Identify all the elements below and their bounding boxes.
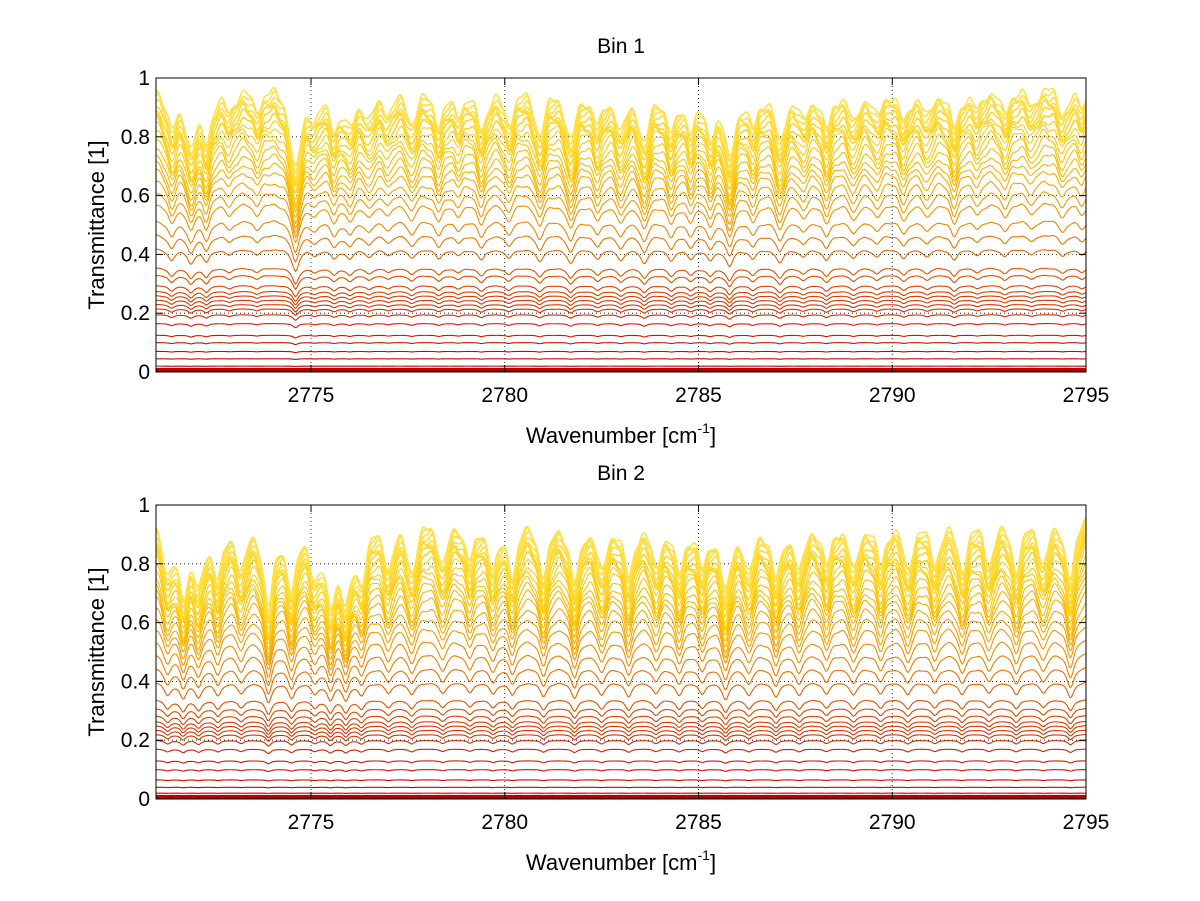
y-tick-label: 0.8 (121, 126, 150, 149)
chart-panel-2: 2775 2780 2785 2790 2795 0 0.2 0.4 0.6 0.8 1 Bin 2 W… (84, 462, 1109, 875)
series-line (155, 519, 1087, 613)
series-line (155, 86, 1087, 168)
series-line (155, 153, 1087, 219)
series-line (155, 715, 1087, 727)
series-line (156, 342, 1087, 346)
y-tick-label: 0 (138, 361, 150, 384)
series-line (155, 191, 1087, 239)
y-tick-label: 0.6 (121, 185, 150, 208)
series-line (155, 681, 1087, 704)
series-line (155, 290, 1087, 302)
series-line (155, 180, 1087, 234)
series-line (155, 323, 1087, 329)
chart-panel-1: 2775 2780 2785 2790 2795 0 0.2 0.4 0.6 0.8 1 Bin 1 W… (84, 35, 1109, 448)
series-line (155, 121, 1087, 206)
series-line (155, 734, 1087, 742)
series-line (155, 134, 1087, 210)
series-line (155, 285, 1087, 298)
series-line (155, 626, 1087, 671)
series-line (155, 295, 1087, 306)
series-line (155, 267, 1087, 285)
series-line (155, 653, 1087, 687)
chart-title: Bin 1 (597, 35, 645, 58)
series-line (156, 248, 1087, 273)
series-line (155, 304, 1087, 313)
series-line (156, 779, 1087, 782)
series-line (155, 168, 1087, 230)
y-axis-label: Transmittance [1] (84, 140, 109, 309)
chart-title: Bin 2 (597, 462, 645, 485)
series-line (155, 274, 1087, 290)
series-line (155, 590, 1087, 660)
series-line (155, 699, 1087, 716)
x-tick-label: 2790 (869, 811, 916, 834)
series-line (156, 358, 1087, 361)
series-line (155, 234, 1087, 263)
series-line (155, 202, 1087, 244)
x-tick-label: 2780 (481, 384, 528, 407)
y-tick-label: 1 (138, 494, 150, 517)
x-tick-label: 2785 (675, 384, 722, 407)
series-line (155, 748, 1087, 754)
series-line (155, 725, 1087, 735)
series-line (156, 350, 1087, 354)
series-line (155, 786, 1087, 789)
series-line (155, 112, 1087, 195)
series-line (155, 128, 1087, 208)
x-axis-label: Wavenumber [cm-1] (526, 420, 716, 448)
y-tick-label: 0.4 (121, 243, 151, 266)
series-line (155, 729, 1087, 739)
series-line (155, 602, 1087, 663)
series-line (155, 571, 1087, 648)
x-tick-label: 2790 (869, 384, 916, 407)
series-line (156, 334, 1087, 339)
x-tick-label: 2775 (288, 384, 335, 407)
series-line (155, 583, 1087, 656)
series-line (155, 577, 1087, 651)
y-tick-label: 1 (138, 67, 150, 90)
y-tick-label: 0.2 (121, 729, 150, 752)
x-tick-label: 2785 (675, 811, 722, 834)
axes-box (155, 504, 1087, 800)
x-tick-label: 2775 (288, 811, 335, 834)
series-line (155, 769, 1087, 773)
series-line (155, 554, 1087, 641)
x-tick-label: 2795 (1063, 811, 1110, 834)
x-axis-label: Wavenumber [cm-1] (526, 847, 716, 875)
y-tick-label: 0.8 (121, 553, 150, 576)
series-line (155, 160, 1087, 225)
series-line (155, 720, 1087, 732)
series-line (155, 708, 1087, 722)
y-axis-label: Transmittance [1] (84, 567, 109, 736)
series-line (155, 144, 1087, 213)
series-line (155, 639, 1087, 678)
y-tick-label: 0.4 (121, 670, 151, 693)
series-line (155, 615, 1087, 666)
series-line (155, 739, 1087, 747)
y-tick-label: 0.6 (121, 612, 150, 635)
series-line (156, 314, 1087, 321)
x-tick-label: 2795 (1063, 384, 1110, 407)
series-line (155, 667, 1087, 695)
y-tick-label: 0 (138, 788, 150, 811)
x-tick-label: 2780 (481, 811, 528, 834)
series-line (155, 220, 1087, 254)
series-line (155, 116, 1087, 202)
axes-box (155, 77, 1087, 373)
series-line (155, 299, 1087, 310)
series-line (155, 308, 1087, 317)
y-tick-label: 0.2 (121, 302, 150, 325)
series-line (155, 760, 1087, 765)
